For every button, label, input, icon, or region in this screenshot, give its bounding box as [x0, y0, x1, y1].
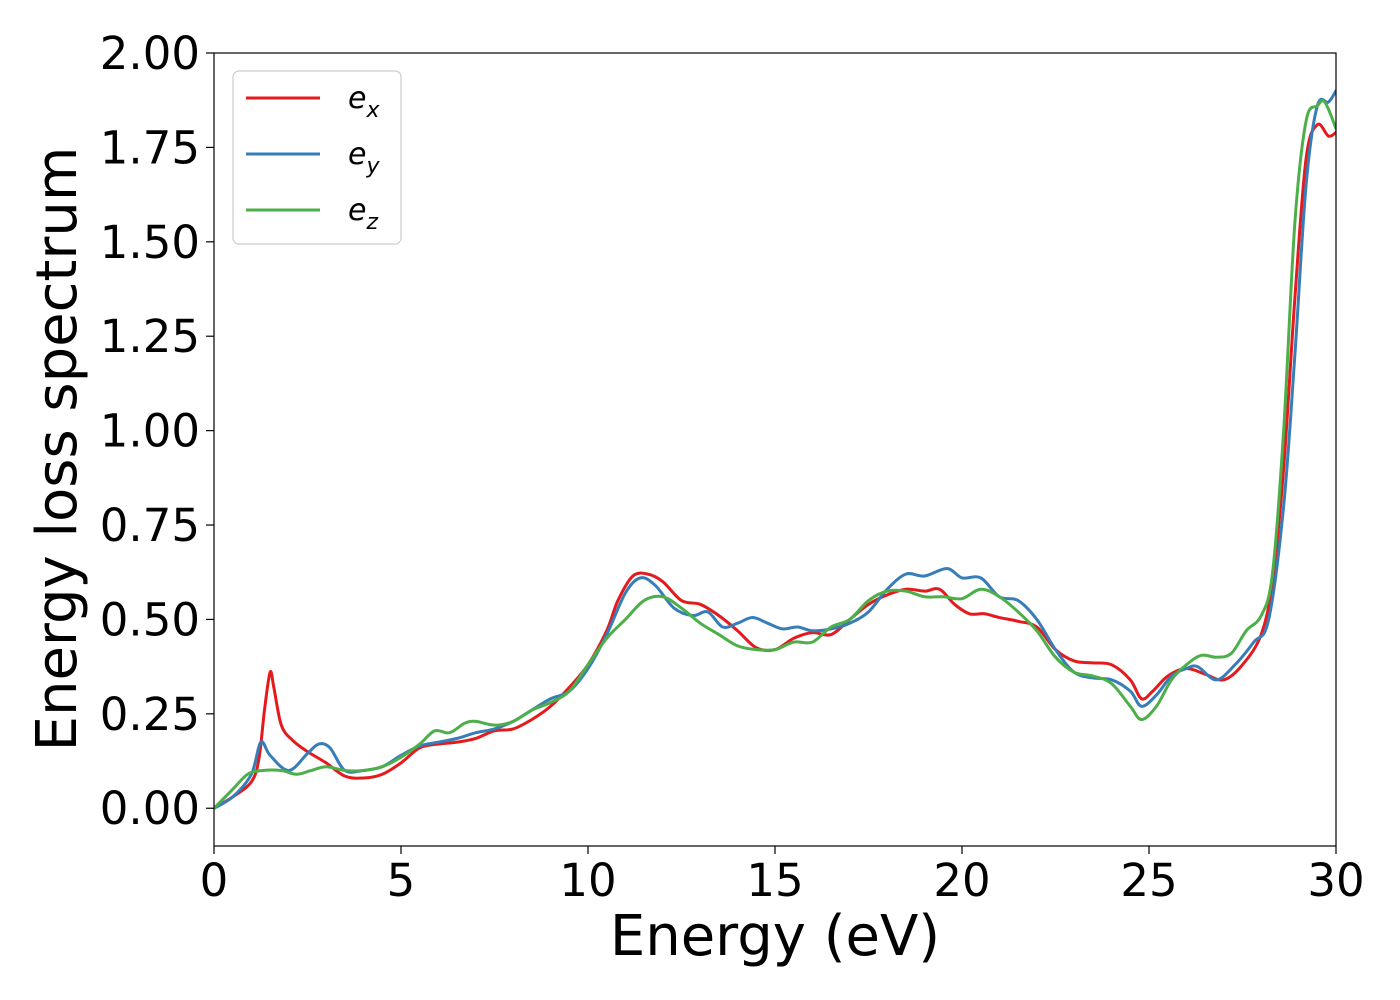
y-tick-label: 1.75: [100, 121, 200, 174]
legend-label-e-x: ex: [348, 81, 380, 123]
x-tick-label: 20: [933, 854, 990, 907]
y-tick-label: 1.50: [100, 216, 200, 269]
x-tick-label: 25: [1120, 854, 1177, 907]
y-tick-label: 0.50: [100, 593, 200, 646]
legend-frame: [232, 70, 402, 245]
series-line-e-z: [214, 99, 1336, 810]
y-tick-label: 0.25: [100, 688, 200, 741]
x-tick-label: 30: [1307, 854, 1364, 907]
x-tick-label: 10: [559, 854, 616, 907]
x-tick-label: 15: [746, 854, 803, 907]
legend-label-e-y: ey: [348, 137, 380, 179]
y-tick-label: 0.75: [100, 499, 200, 552]
y-tick-label: 1.00: [100, 405, 200, 458]
x-tick-label: 5: [387, 854, 416, 907]
y-axis-title: Energy loss spectrum: [25, 147, 90, 752]
series-line-e-x: [214, 122, 1336, 810]
y-tick-label: 1.25: [100, 310, 200, 363]
legend: ex ey ez: [232, 70, 402, 245]
legend-label-e-z: ez: [348, 193, 378, 235]
y-tick-label: 0.00: [100, 782, 200, 835]
x-tick-label: 0: [200, 854, 229, 907]
x-axis-title: Energy (eV): [610, 904, 940, 969]
y-tick-label: 2.00: [100, 27, 200, 80]
